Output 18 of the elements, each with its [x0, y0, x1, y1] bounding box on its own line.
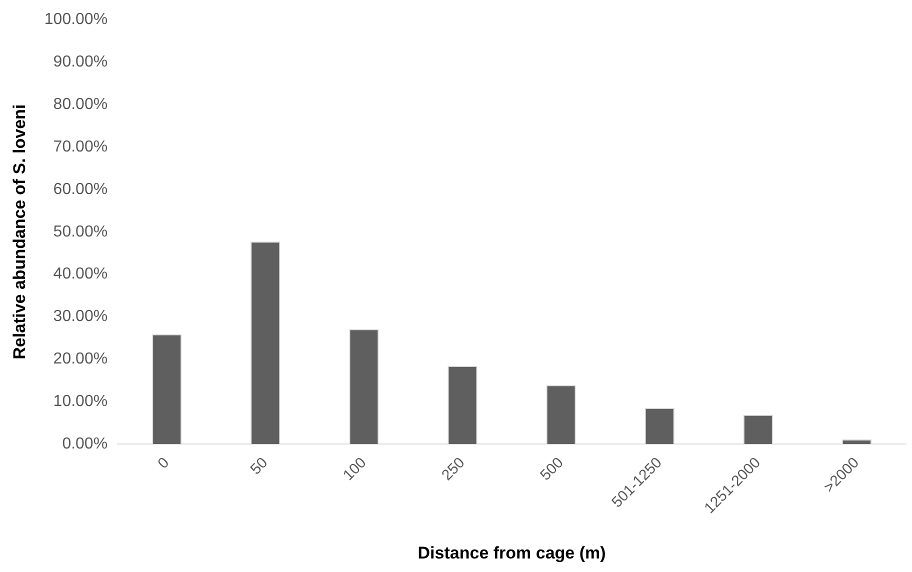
y-tick-label: 60.00%	[53, 180, 108, 198]
x-axis-title: Distance from cage (m)	[418, 543, 606, 562]
x-tick-label: 250	[438, 454, 468, 484]
y-tick-label: 70.00%	[53, 138, 108, 156]
y-axis-title: Relative abundance of S. loveni	[10, 104, 29, 360]
y-tick-label: 80.00%	[53, 96, 108, 113]
y-tick-label: 50.00%	[53, 223, 108, 240]
x-tick-label: 100	[340, 454, 370, 484]
x-tick-label: 50	[247, 454, 272, 478]
y-tick-label: 100.00%	[44, 11, 108, 28]
y-tick-label: 90.00%	[53, 53, 108, 70]
y-tick-label: 20.00%	[53, 350, 108, 368]
x-tick-label: 500	[537, 454, 567, 484]
y-tick-label: 30.00%	[53, 308, 108, 326]
y-tick-label: 40.00%	[53, 266, 108, 283]
y-tick-label: 10.00%	[53, 393, 108, 410]
x-tick-label: 0	[154, 454, 173, 472]
y-tick-label: 0.00%	[62, 436, 108, 453]
